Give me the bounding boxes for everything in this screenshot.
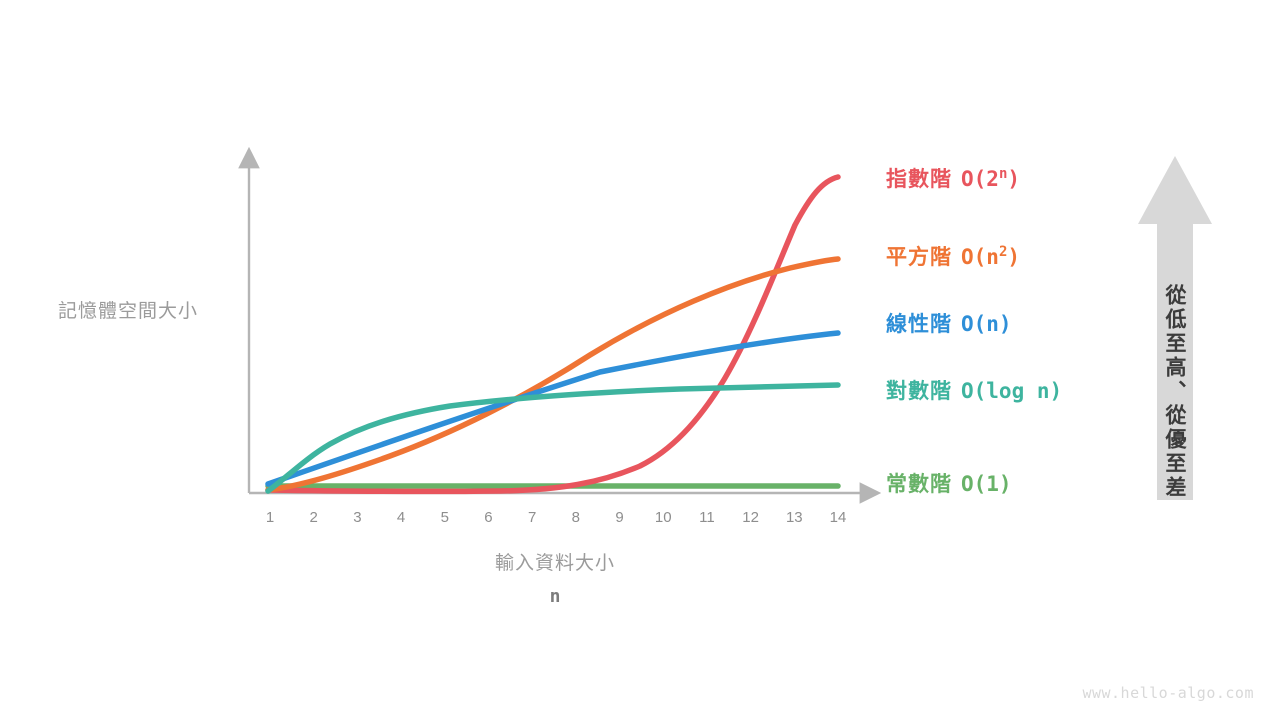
y-axis-label: 記憶體空間大小 xyxy=(58,301,199,322)
x-tick-3: 3 xyxy=(353,509,362,526)
legend-item-exponential: 指數階 O(2n) xyxy=(886,163,1020,193)
watermark: www.hello-algo.com xyxy=(1082,684,1254,702)
legend-label-notation: O(2n) xyxy=(961,166,1021,191)
legend-label-cn: 平方階 xyxy=(886,246,952,269)
legend-label-cn: 線性階 xyxy=(886,313,952,336)
legend-item-quadratic: 平方階 O(n2) xyxy=(886,241,1020,271)
legend-label-cn: 指數階 xyxy=(886,168,952,191)
legend-label-notation: O(n2) xyxy=(961,244,1021,269)
x-tick-9: 9 xyxy=(615,509,624,526)
series-logarithmic xyxy=(265,382,841,494)
legend-label-cn: 對數階 xyxy=(886,380,952,403)
x-tick-2: 2 xyxy=(309,509,318,526)
x-tick-14: 14 xyxy=(829,509,847,526)
legend-item-logarithmic: 對數階 O(log n) xyxy=(886,375,1062,405)
x-tick-13: 13 xyxy=(785,509,803,526)
series-quadratic xyxy=(265,256,841,493)
legend-item-constant: 常數階 O(1) xyxy=(886,468,1012,498)
x-tick-11: 11 xyxy=(699,509,715,526)
legend-label-cn: 常數階 xyxy=(886,473,952,496)
x-tick-10: 10 xyxy=(654,509,672,526)
ranking-arrow-text: 從低至高、從優至差 xyxy=(1163,284,1186,500)
x-tick-4: 4 xyxy=(396,509,406,526)
legend-label-notation: O(n) xyxy=(961,312,1012,336)
x-tick-12: 12 xyxy=(742,509,759,526)
series-exponential xyxy=(265,174,841,495)
x-axis-variable: n xyxy=(549,586,561,607)
x-tick-6: 6 xyxy=(484,509,493,526)
ranking-arrow-icon xyxy=(1138,156,1212,500)
x-tick-1: 1 xyxy=(265,509,275,526)
x-tick-8: 8 xyxy=(571,509,581,526)
legend-notation-superscript: 2 xyxy=(998,244,1008,260)
x-tick-5: 5 xyxy=(440,509,449,526)
ranking-arrow-label: 從低至高、從優至差 xyxy=(1152,228,1196,500)
x-axis-label: 輸入資料大小 xyxy=(494,553,615,574)
legend-item-linear: 線性階 O(n) xyxy=(886,308,1012,338)
x-tick-7: 7 xyxy=(527,509,537,526)
legend-notation-superscript: n xyxy=(998,166,1008,182)
series-linear xyxy=(265,330,841,487)
legend-label-notation: O(1) xyxy=(961,472,1012,496)
legend-label-notation: O(log n) xyxy=(961,379,1063,403)
